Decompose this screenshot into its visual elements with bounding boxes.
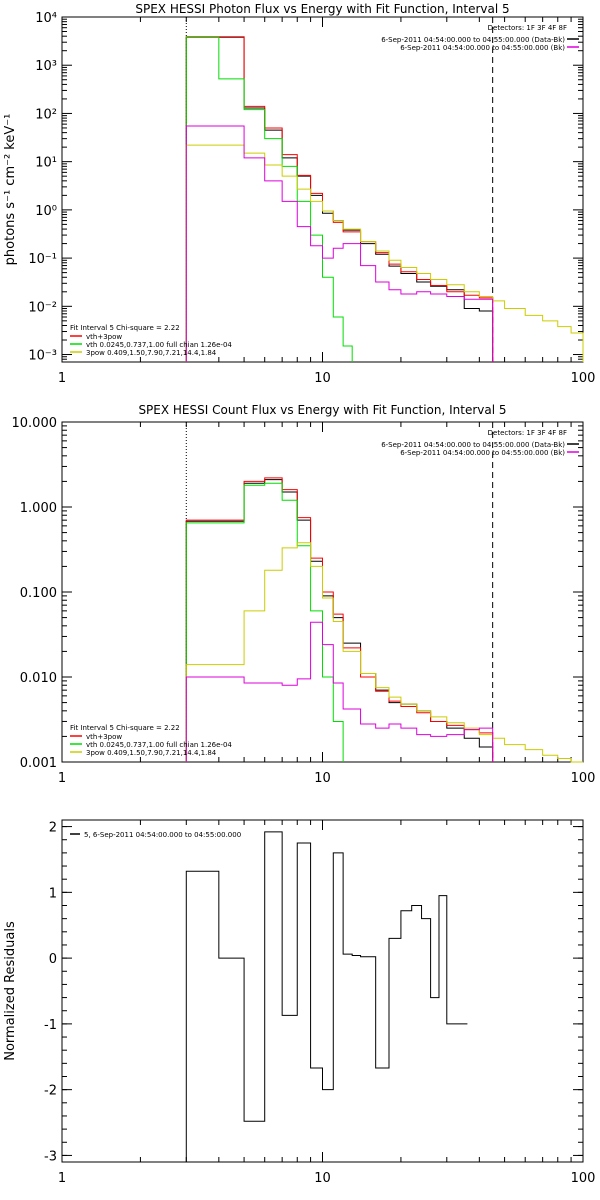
- legend-header: Fit Interval 5 Chi-square = 2.22: [70, 324, 180, 332]
- y-tick-label: 10⁴: [35, 11, 57, 26]
- x-tick-label: 10: [314, 371, 331, 386]
- plot-frame: [61, 819, 584, 1163]
- y-tick-label: 10⁰: [35, 204, 57, 219]
- x-tick-label: 10: [314, 771, 331, 786]
- data-series-line: [185, 36, 494, 362]
- data-series-line: [185, 36, 494, 362]
- legend-entry-label: 3pow 0.409,1.50,7.90,7.21,14.4,1.84: [86, 349, 217, 357]
- y-tick-label: 0.100: [20, 586, 57, 601]
- data-series-line: [185, 621, 494, 762]
- data-series-line: [185, 542, 583, 763]
- data-series-line: [185, 477, 494, 762]
- y-tick-label: 0.010: [20, 671, 57, 686]
- y-tick-label: 10⁻¹: [28, 252, 57, 267]
- y-axis-label: Normalized Residuals: [3, 921, 18, 1061]
- x-tick-label: 1: [58, 371, 66, 386]
- legend-entry-label: 6-Sep-2011 04:54:00.000 to 04:55:00.000 …: [400, 44, 565, 52]
- data-series-line: [185, 144, 584, 362]
- y-tick-label: 1.000: [20, 501, 57, 516]
- data-series-line: [185, 36, 353, 362]
- y-axis-label: photons s⁻¹ cm⁻² keV⁻¹: [3, 114, 18, 266]
- y-tick-label: 2: [49, 821, 57, 836]
- legend-entry-label: 5, 6-Sep-2011 04:54:00.000 to 04:55:00.0…: [84, 831, 241, 839]
- x-tick-label: 10: [314, 1171, 331, 1186]
- legend-entry-label: vth 0.0245,0.737,1.00 full chian 1.26e-0…: [86, 341, 232, 349]
- y-tick-label: -1: [44, 1018, 57, 1033]
- y-tick-label: 0.001: [20, 756, 57, 771]
- x-tick-label: 100: [571, 1171, 596, 1186]
- y-tick-label: 10¹: [35, 156, 57, 171]
- photon-flux-panel: SPEX HESSI Photon Flux vs Energy with Fi…: [3, 2, 595, 386]
- x-tick-label: 100: [571, 371, 596, 386]
- legend-entry-label: 6-Sep-2011 04:54:00.000 to 04:55:00.000 …: [400, 449, 565, 457]
- plot-frame: [61, 16, 584, 363]
- data-series-line: [185, 125, 494, 362]
- chart-title: SPEX HESSI Count Flux vs Energy with Fit…: [138, 403, 506, 417]
- legend-entry-label: 3pow 0.409,1.50,7.90,7.21,14.4,1.84: [86, 749, 217, 757]
- x-tick-label: 1: [58, 1171, 66, 1186]
- count-flux-panel: SPEX HESSI Count Flux vs Energy with Fit…: [12, 403, 596, 786]
- legend-header: Detectors: 1F 3F 4F 8F: [488, 24, 567, 32]
- y-tick-label: 10²: [35, 107, 57, 122]
- legend-header: Detectors: 1F 3F 4F 8F: [488, 429, 567, 437]
- y-tick-label: -2: [44, 1084, 57, 1099]
- x-tick-label: 1: [58, 771, 66, 786]
- y-tick-label: 10⁻²: [28, 300, 57, 315]
- data-series-line: [185, 479, 494, 762]
- data-series-line: [185, 831, 468, 1162]
- chart-title: SPEX HESSI Photon Flux vs Energy with Fi…: [135, 2, 509, 16]
- legend-header: Fit Interval 5 Chi-square = 2.22: [70, 724, 180, 732]
- legend-entry-label: vth+3pow: [86, 333, 122, 341]
- y-tick-label: -3: [44, 1149, 57, 1164]
- y-tick-label: 10³: [35, 59, 57, 74]
- residuals-panel: Normalized Residuals 1 10 100 -3 -2 -1 0 1 2 5, 6-…: [3, 819, 596, 1186]
- x-tick-label: 100: [571, 771, 596, 786]
- legend-entry-label: vth+3pow: [86, 733, 122, 741]
- legend-entry-label: vth 0.0245,0.737,1.00 full chian 1.26e-0…: [86, 741, 232, 749]
- legend-entry-label: 6-Sep-2011 04:54:00.000 to 04:55:00.000 …: [381, 36, 565, 44]
- y-tick-label: 10.000: [12, 416, 58, 431]
- y-tick-label: 1: [49, 886, 57, 901]
- y-tick-label: 0: [49, 952, 57, 967]
- y-tick-label: 10⁻³: [28, 349, 57, 364]
- legend-entry-label: 6-Sep-2011 04:54:00.000 to 04:55:00.000 …: [381, 441, 565, 449]
